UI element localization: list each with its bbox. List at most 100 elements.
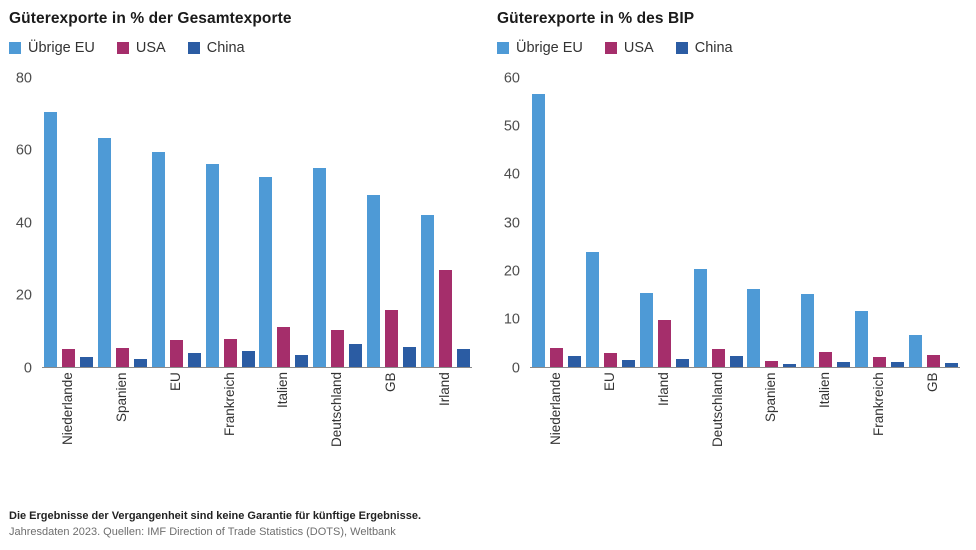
y-axis-tick-label: 20 [15, 287, 32, 304]
bar-china [295, 354, 309, 367]
x-category-label: Irland [655, 372, 671, 406]
bar-group-niederlande [530, 78, 584, 367]
bar-china [241, 351, 255, 367]
x-axis-offset [9, 372, 42, 498]
bar-group-frankreich [853, 78, 907, 367]
x-category-label: Spanien [114, 372, 130, 422]
bar-uebrige-eu [586, 251, 600, 367]
x-category-cell: Irland [418, 372, 472, 498]
bar-usa [926, 355, 940, 367]
x-category-cell: GB [365, 372, 419, 498]
x-axis-labels: Niederlande EU Irland Deutschland Spanien Ita… [497, 372, 960, 498]
bar-china [944, 363, 958, 367]
y-axis-tick-label: 10 [503, 311, 520, 328]
y-axis: 0 20 40 60 80 [9, 71, 42, 375]
legend-item-uebrige-eu: Übrige EU [9, 40, 95, 56]
y-axis: 0 10 20 30 40 50 60 [497, 71, 530, 375]
bar-uebrige-eu [151, 152, 165, 367]
x-category-label: Frankreich [221, 372, 237, 436]
bar-china [187, 353, 201, 367]
x-category-cell: Spanien [745, 372, 799, 498]
bar-china [890, 362, 904, 367]
bar-china [456, 348, 470, 367]
bar-usa [550, 348, 564, 367]
legend-item-china: China [187, 40, 245, 56]
legend-swatch-china [187, 42, 200, 54]
x-category-cell: Italien [799, 372, 853, 498]
chart-title: Güterexporte in % des BIP [497, 10, 695, 27]
footer-disclaimer: Die Ergebnisse der Vergangenheit sind ke… [9, 510, 422, 522]
bar-china [675, 358, 689, 367]
x-category-label: Spanien [763, 372, 779, 422]
x-category-cell: EU [584, 372, 638, 498]
bar-usa [331, 330, 345, 367]
bar-uebrige-eu [313, 168, 327, 367]
bar-china [80, 356, 94, 367]
bar-uebrige-eu [908, 334, 922, 367]
x-category-cell: Deutschland [691, 372, 745, 498]
bar-group-eu [584, 78, 638, 367]
y-axis-tick-label: 20 [503, 263, 520, 280]
bar-uebrige-eu [639, 292, 653, 367]
bar-uebrige-eu [44, 112, 58, 367]
y-axis-tick-label: 30 [503, 214, 520, 231]
legend: Übrige EU USA China [497, 38, 960, 58]
x-category-cell: Niederlande [42, 372, 96, 498]
x-category-label: GB [924, 372, 940, 392]
x-category-cell: Italien [257, 372, 311, 498]
legend-item-china: China [675, 40, 733, 56]
bar-china [568, 356, 582, 367]
bar-china [402, 347, 416, 367]
bar-group-spanien [96, 78, 150, 367]
legend-label: China [694, 40, 733, 56]
x-category-label: Deutschland [329, 372, 345, 448]
x-category-cell: Deutschland [311, 372, 365, 498]
x-category-cell: Frankreich [203, 372, 257, 498]
bar-usa [277, 326, 291, 367]
x-category-cell: EU [150, 372, 204, 498]
bar-group-niederlande [42, 78, 96, 367]
bar-china [837, 362, 851, 367]
legend-swatch-usa [604, 42, 617, 54]
bar-group-spanien [745, 78, 799, 367]
x-category-cell: Niederlande [530, 372, 584, 498]
bar-china [622, 360, 636, 367]
page-footer: Die Ergebnisse der Vergangenheit sind ke… [9, 510, 421, 538]
y-axis-tick-label: 60 [503, 69, 520, 86]
bar-group-irland [638, 78, 692, 367]
bar-uebrige-eu [420, 214, 434, 367]
y-axis-tick-label: 40 [15, 214, 32, 231]
legend-label: USA [623, 40, 654, 56]
x-axis-labels: Niederlande Spanien EU Frankreich Italien Deu… [9, 372, 472, 498]
bar-group-frankreich [203, 78, 257, 367]
bar-group-deutschland [691, 78, 745, 367]
x-category-label: Irland [436, 372, 452, 406]
x-category-label: EU [167, 372, 183, 391]
legend-swatch-usa [116, 42, 129, 54]
bar-uebrige-eu [747, 288, 761, 367]
y-axis-tick-label: 0 [511, 359, 520, 376]
bar-usa [62, 348, 76, 367]
bar-china [134, 359, 148, 367]
bar-group-gb [906, 78, 960, 367]
x-category-label: Italien [275, 372, 291, 409]
legend-label: Übrige EU [28, 40, 95, 56]
y-axis-tick-label: 80 [15, 69, 32, 86]
x-category-label: Niederlande [548, 372, 564, 445]
bar-usa [711, 349, 725, 367]
x-category-label: Niederlande [60, 372, 76, 445]
x-category-cell: GB [906, 372, 960, 498]
y-axis-tick-label: 0 [23, 359, 32, 376]
x-category-label: Italien [817, 372, 833, 409]
y-axis-tick-label: 60 [15, 142, 32, 159]
bar-uebrige-eu [854, 310, 868, 367]
legend-item-usa: USA [604, 40, 654, 56]
x-category-label: Frankreich [870, 372, 886, 436]
bar-group-deutschland [311, 78, 365, 367]
bar-group-italien [799, 78, 853, 367]
bar-usa [765, 360, 779, 367]
plot-row: 0 10 20 30 40 50 60 [497, 71, 960, 375]
chart-title: Güterexporte in % der Gesamtexporte [9, 10, 292, 27]
x-category-label: EU [602, 372, 618, 391]
